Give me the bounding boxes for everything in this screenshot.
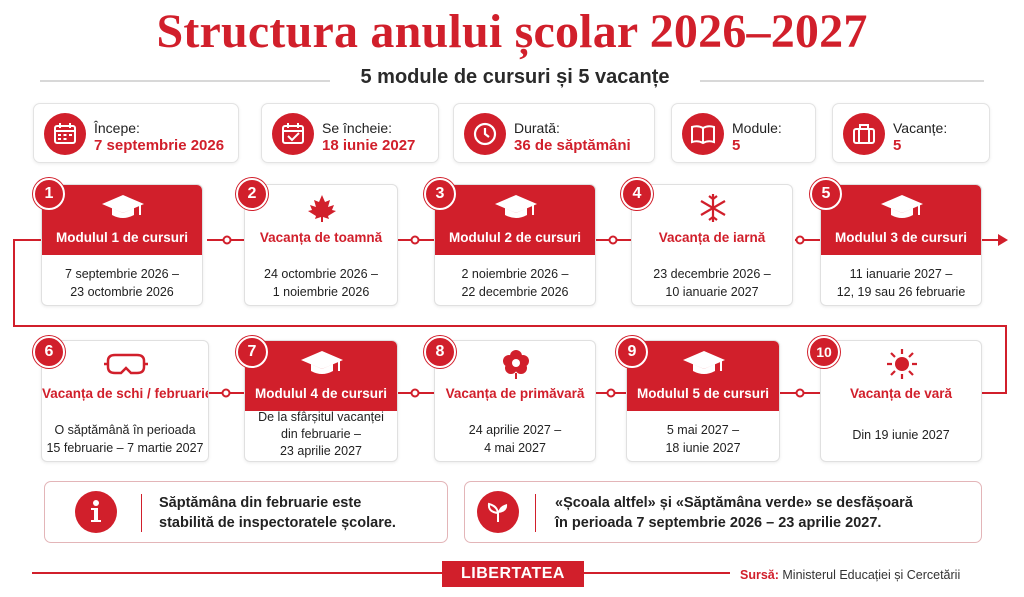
- period-name: Vacanța de toamnă: [259, 230, 383, 245]
- period-card-module-5: Modulul 5 de cursuri 5 mai 2027 –18 iuni…: [626, 340, 780, 462]
- period-dates: 5 mai 2027 –18 iunie 2027: [665, 423, 741, 455]
- footer-line-right: [584, 572, 730, 574]
- note-special-weeks: «Școala altfel» și «Săptămâna verde» se …: [464, 481, 982, 543]
- period-dates: 2 noiembrie 2026 –22 decembrie 2026: [461, 267, 569, 299]
- info-icon: [75, 491, 117, 533]
- period-card-module-1: Modulul 1 de cursuri 7 septembrie 2026 –…: [41, 184, 203, 306]
- period-name: Vacanța de vară: [849, 386, 953, 401]
- ski-goggles-icon: [104, 353, 148, 375]
- period-dates: 11 ianuarie 2027 –12, 19 sau 26 februari…: [836, 267, 966, 305]
- stat-label: Durată:: [514, 120, 560, 136]
- period-dates: De la sfârșitul vacanței din februarie –2…: [258, 410, 384, 458]
- period-number: 8: [424, 336, 456, 368]
- period-name: Modulul 2 de cursuri: [448, 230, 581, 245]
- stat-label: Începe:: [94, 120, 140, 136]
- stat-duration: Durată: 36 de săptămâni: [453, 103, 655, 163]
- stat-end: Se încheie: 18 iunie 2027: [261, 103, 439, 163]
- period-card-module-3: Modulul 3 de cursuri 11 ianuarie 2027 –1…: [820, 184, 982, 306]
- note-february: Săptămâna din februarie este stabilită de…: [44, 481, 448, 543]
- stat-label: Vacanțe:: [893, 120, 948, 136]
- period-card-vacation-spring: Vacanța de primăvară 24 aprilie 2027 –4 …: [434, 340, 596, 462]
- period-card-vacation-ski: Vacanța de schi / februarie O săptămână …: [41, 340, 209, 462]
- stat-label: Module:: [732, 120, 782, 136]
- graduation-cap-icon: [102, 195, 144, 218]
- flower-icon: [503, 350, 529, 379]
- stat-vacations: Vacanțe: 5: [832, 103, 990, 163]
- source-credit: Sursă: Ministerul Educației și Cercetări…: [740, 568, 961, 582]
- period-dates: 24 aprilie 2027 –4 mai 2027: [468, 423, 562, 455]
- stat-start: Începe: 7 septembrie 2026: [33, 103, 239, 163]
- subtitle-divider-left: [40, 80, 330, 82]
- stat-value: 36 de săptămâni: [514, 137, 631, 154]
- period-name: Vacanța de iarnă: [658, 230, 766, 245]
- period-name: Modulul 5 de cursuri: [636, 386, 769, 401]
- calendar-check-icon: [272, 113, 314, 155]
- period-number: 6: [33, 336, 65, 368]
- graduation-cap-icon: [301, 351, 343, 374]
- period-number: 2: [236, 178, 268, 210]
- suitcase-icon: [843, 113, 885, 155]
- period-number: 7: [236, 336, 268, 368]
- graduation-cap-icon: [881, 195, 923, 218]
- leaves-icon: [477, 491, 519, 533]
- period-name: Vacanța de primăvară: [445, 386, 585, 401]
- footer-line-left: [32, 572, 442, 574]
- period-number: 10: [808, 336, 840, 368]
- page-subtitle: 5 module de cursuri și 5 vacanțe: [360, 66, 670, 88]
- period-name: Modulul 3 de cursuri: [834, 230, 967, 245]
- period-dates: Din 19 iunie 2027: [852, 428, 950, 442]
- period-dates: 23 decembrie 2026 –10 ianuarie 2027: [653, 267, 771, 299]
- calendar-icon: [44, 113, 86, 155]
- period-name: Vacanța de schi / februarie: [42, 386, 209, 401]
- sun-icon: [887, 349, 917, 379]
- period-dates: 7 septembrie 2026 –23 octombrie 2026: [65, 267, 179, 299]
- stat-modules: Module: 5: [671, 103, 816, 163]
- period-card-vacation-autumn: Vacanța de toamnă 24 octombrie 2026 –1 n…: [244, 184, 398, 306]
- subtitle-divider-right: [700, 80, 984, 82]
- period-card-module-4: Modulul 4 de cursuri De la sfârșitul vac…: [244, 340, 398, 462]
- graduation-cap-icon: [495, 195, 537, 218]
- stat-value: 5: [893, 137, 902, 154]
- stat-value: 7 septembrie 2026: [94, 137, 225, 154]
- clock-icon: [464, 113, 506, 155]
- period-name: Modulul 4 de cursuri: [254, 386, 387, 401]
- brand-logo: LIBERTATEA: [442, 561, 584, 587]
- period-number: 3: [424, 178, 456, 210]
- note-divider: [141, 494, 142, 532]
- page-title: Structura anului școlar 2026–2027: [156, 5, 868, 58]
- stat-value: 5: [732, 137, 741, 154]
- graduation-cap-icon: [683, 351, 725, 374]
- period-card-vacation-winter: Vacanța de iarnă 23 decembrie 2026 –10 i…: [631, 184, 793, 306]
- stat-value: 18 iunie 2027: [322, 137, 416, 154]
- maple-leaf-icon: [308, 195, 336, 222]
- period-number: 4: [621, 178, 653, 210]
- period-number: 5: [810, 178, 842, 210]
- note-text: «Școala altfel» și «Săptămâna verde» se …: [555, 495, 913, 531]
- period-dates: O săptămână în perioada 15 februarie – 7 …: [46, 423, 204, 455]
- period-dates: 24 octombrie 2026 –1 noiembrie 2026: [264, 267, 378, 299]
- note-text: Săptămâna din februarie este stabilită de…: [159, 495, 396, 531]
- period-card-vacation-summer: Vacanța de vară Din 19 iunie 2027: [820, 340, 982, 462]
- period-card-module-2: Modulul 2 de cursuri 2 noiembrie 2026 –2…: [434, 184, 596, 306]
- stat-label: Se încheie:: [322, 120, 393, 136]
- period-name: Modulul 1 de cursuri: [55, 230, 188, 245]
- snowflake-icon: [700, 194, 726, 222]
- period-number: 9: [616, 336, 648, 368]
- period-number: 1: [33, 178, 65, 210]
- book-icon: [682, 113, 724, 155]
- note-divider: [535, 494, 536, 532]
